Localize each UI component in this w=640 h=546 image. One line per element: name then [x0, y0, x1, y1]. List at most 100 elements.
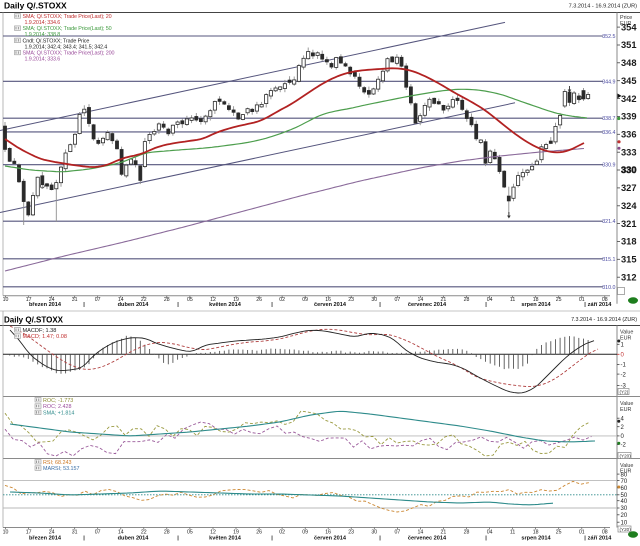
svg-text:11: 11	[510, 530, 515, 536]
svg-text:|: |	[584, 536, 586, 542]
svg-text:17: 17	[26, 530, 32, 536]
svg-text:24: 24	[49, 297, 55, 303]
svg-text:05: 05	[187, 297, 193, 303]
svg-text:|: |	[485, 302, 487, 308]
svg-text:352.5: 352.5	[602, 34, 615, 40]
svg-text:EUR: EUR	[620, 336, 631, 342]
svg-text:16: 16	[325, 297, 331, 303]
svg-text:-2: -2	[621, 443, 627, 449]
svg-text:srpen 2014: srpen 2014	[521, 536, 551, 542]
svg-text:září 2014: září 2014	[588, 536, 613, 542]
svg-text:321.4: 321.4	[602, 219, 615, 225]
svg-text:14: 14	[118, 297, 124, 303]
svg-text:327: 327	[621, 183, 637, 193]
svg-text:40: 40	[621, 499, 628, 505]
svg-text:2: 2	[621, 425, 625, 431]
svg-text:22: 22	[141, 530, 147, 536]
svg-text:28: 28	[164, 297, 170, 303]
svg-text:-3: -3	[621, 384, 627, 390]
svg-text:28: 28	[464, 297, 470, 303]
svg-text:10: 10	[3, 297, 9, 303]
svg-text:348: 348	[621, 58, 637, 68]
svg-text:|: |	[177, 536, 179, 542]
svg-text:05: 05	[187, 530, 193, 536]
svg-text:23: 23	[348, 297, 354, 303]
svg-text:333: 333	[621, 147, 637, 157]
svg-text:7.3.2014 - 16.9.2014 (ZUR): 7.3.2014 - 16.9.2014 (ZUR)	[569, 4, 638, 10]
svg-text:18: 18	[533, 297, 539, 303]
svg-text:04: 04	[487, 297, 493, 303]
svg-text:351: 351	[621, 40, 637, 50]
svg-text:50: 50	[621, 493, 628, 499]
svg-text:10: 10	[3, 530, 9, 536]
svg-text:|: |	[271, 302, 273, 308]
svg-text:Value: Value	[620, 463, 633, 469]
svg-text:01: 01	[579, 297, 585, 303]
svg-text:30: 30	[371, 530, 377, 536]
svg-text:|: |	[83, 302, 85, 308]
svg-text:23: 23	[348, 530, 354, 536]
svg-text:|: |	[485, 536, 487, 542]
svg-text:12: 12	[210, 297, 216, 303]
svg-text:-1: -1	[621, 363, 627, 369]
svg-text:30: 30	[621, 506, 628, 512]
svg-text:1.9.2014; 333.6: 1.9.2014; 333.6	[25, 57, 61, 63]
svg-text:1.9.2014; 334.6: 1.9.2014; 334.6	[25, 20, 61, 26]
svg-text:336: 336	[621, 130, 637, 140]
svg-text:19: 19	[233, 530, 239, 536]
svg-text:01: 01	[579, 530, 585, 536]
svg-text:07: 07	[95, 297, 101, 303]
svg-text:14: 14	[418, 297, 424, 303]
svg-text:EUR: EUR	[620, 407, 631, 413]
svg-text:Cndl; Q/.STOXX; Trade Price: Cndl; Q/.STOXX; Trade Price	[23, 38, 90, 44]
svg-text:315.1: 315.1	[602, 257, 615, 263]
svg-text:80: 80	[621, 472, 628, 478]
svg-text:květen 2014: květen 2014	[209, 302, 242, 308]
svg-text:1.9.2014; 342.4; 343.4; 341.5;: 1.9.2014; 342.4; 343.4; 341.5; 342.4	[25, 44, 108, 50]
svg-text:336.4: 336.4	[602, 130, 615, 136]
svg-text:1: 1	[621, 343, 625, 349]
svg-text:(Y20): (Y20)	[620, 453, 632, 458]
svg-text:07: 07	[395, 530, 401, 536]
svg-text:344.9: 344.9	[602, 79, 615, 85]
svg-text:|: |	[271, 536, 273, 542]
svg-text:25: 25	[556, 297, 562, 303]
svg-text:21: 21	[441, 530, 447, 536]
svg-text:04: 04	[487, 530, 493, 536]
svg-text:330.9: 330.9	[602, 163, 615, 169]
svg-text:|: |	[584, 302, 586, 308]
svg-text:09: 09	[302, 297, 308, 303]
svg-text:342: 342	[621, 94, 637, 104]
svg-text:červenec 2014: červenec 2014	[408, 302, 447, 308]
svg-text:14: 14	[118, 530, 124, 536]
svg-text:321: 321	[621, 219, 637, 229]
svg-text:0: 0	[621, 353, 625, 359]
svg-text:RSI; 68.243: RSI; 68.243	[43, 460, 71, 466]
svg-text:315: 315	[621, 255, 637, 265]
svg-text:ROC; 2.428: ROC; 2.428	[43, 404, 71, 410]
svg-text:345: 345	[621, 76, 637, 86]
svg-text:březen 2014: březen 2014	[29, 302, 62, 308]
svg-text:02: 02	[279, 297, 285, 303]
svg-text:02: 02	[279, 530, 285, 536]
svg-text:Value: Value	[620, 330, 633, 336]
svg-text:09: 09	[302, 530, 308, 536]
svg-text:21: 21	[441, 297, 447, 303]
svg-text:|: |	[379, 302, 381, 308]
svg-text:|: |	[379, 536, 381, 542]
svg-text:srpen 2014: srpen 2014	[521, 302, 551, 308]
svg-text:24: 24	[49, 530, 55, 536]
svg-text:30: 30	[371, 297, 377, 303]
svg-text:4: 4	[621, 416, 625, 422]
svg-text:duben 2014: duben 2014	[118, 536, 150, 542]
svg-text:310.0: 310.0	[602, 285, 615, 291]
svg-text:březen 2014: březen 2014	[29, 536, 62, 542]
svg-text:18: 18	[533, 530, 539, 536]
svg-text:Price: Price	[620, 15, 632, 21]
svg-text:08: 08	[602, 530, 608, 536]
svg-text:60: 60	[621, 486, 628, 492]
svg-text:EUR: EUR	[620, 21, 631, 27]
svg-text:16: 16	[325, 530, 331, 536]
svg-text:70: 70	[621, 479, 628, 485]
svg-text:červen 2014: červen 2014	[314, 302, 347, 308]
